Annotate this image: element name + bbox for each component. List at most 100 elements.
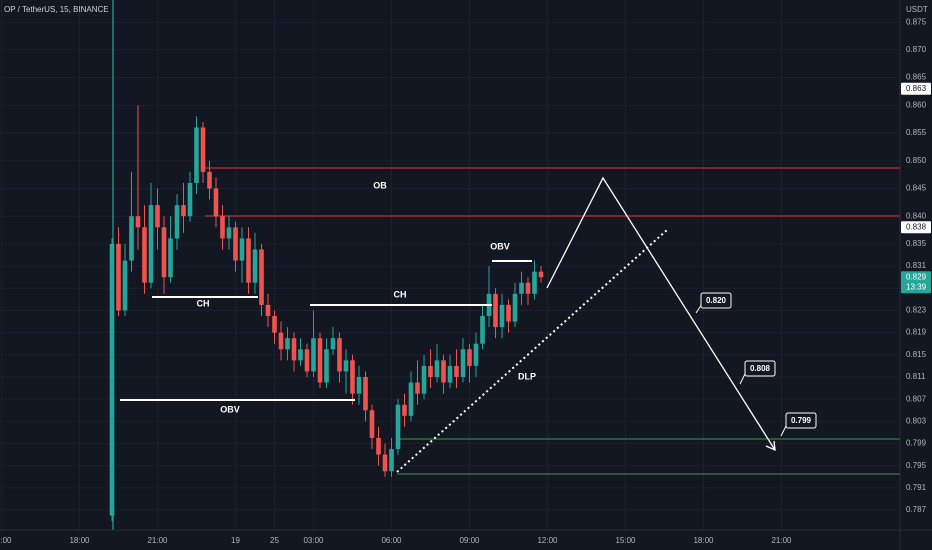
candle-body: [447, 365, 453, 383]
y-tick-label: 0.850: [906, 156, 927, 165]
y-tick-label: 0.787: [906, 505, 927, 514]
candle-body: [473, 343, 479, 366]
candle-body: [441, 360, 446, 383]
candle-body: [161, 227, 167, 278]
candle-body: [265, 304, 271, 317]
y-tick-label: 0.840: [906, 211, 927, 220]
x-tick-label: 18:00: [69, 536, 90, 545]
x-tick-label: 15:00: [615, 536, 636, 545]
candle-body: [350, 360, 355, 394]
x-tick-label: 06:00: [381, 536, 402, 545]
candle-body: [493, 293, 498, 328]
annotation: OBV: [220, 404, 240, 414]
x-tick-label: 12:00: [537, 536, 558, 545]
x-tick-label: 21:00: [771, 536, 792, 545]
y-tick-label: 0.807: [906, 394, 927, 403]
candle-body: [454, 365, 459, 377]
candle-body: [512, 293, 518, 322]
candle-body: [226, 227, 232, 239]
y-tick-label: 0.865: [906, 73, 927, 82]
candle-body: [252, 249, 258, 283]
candle-body: [460, 349, 466, 377]
price-marker: [901, 271, 931, 294]
candle-body: [467, 349, 472, 366]
price-marker-label: 0.829: [906, 272, 927, 281]
x-tick-label: 09:00: [459, 536, 480, 545]
candle-body: [213, 188, 219, 217]
candle-body: [200, 127, 206, 172]
candle-body: [148, 205, 154, 283]
candle-body: [402, 404, 407, 416]
candle-body: [538, 271, 544, 278]
y-tick-label: 0.870: [906, 45, 927, 54]
candle-body: [187, 182, 193, 217]
candle-body: [408, 382, 414, 416]
candle-body: [246, 238, 251, 283]
candle-body: [207, 171, 212, 189]
y-tick-label: 0.791: [906, 483, 927, 492]
x-tick-label: 15:00: [0, 536, 12, 545]
candle-body: [363, 376, 368, 411]
candle-body: [278, 332, 284, 350]
y-tick-label: 0.860: [906, 100, 927, 109]
candle-body: [129, 216, 134, 261]
target-box: [700, 292, 732, 309]
candle-body: [304, 349, 310, 372]
price-marker-label: 0.838: [906, 222, 927, 231]
candle-body: [174, 205, 180, 239]
target-label: 0.820: [706, 296, 727, 305]
target-label: 0.808: [750, 364, 771, 373]
y-tick-label: 0.845: [906, 184, 927, 193]
candle-body: [330, 338, 336, 350]
arrow-head: [765, 440, 776, 452]
countdown-label: 13:39: [906, 282, 927, 291]
candle-body: [421, 365, 427, 394]
y-tick-label: 0.875: [906, 17, 927, 26]
y-tick-label: 0.795: [906, 461, 927, 470]
candle-body: [434, 360, 440, 377]
candle-body: [298, 349, 303, 361]
annotation: OBV: [490, 241, 510, 251]
candle-body: [395, 404, 401, 450]
drawings: [120, 176, 776, 473]
x-tick-label: 18:00: [693, 536, 714, 545]
y-tick-label: 0.835: [906, 239, 927, 248]
chart-title: OP / TetherUS, 15, BINANCE: [4, 5, 109, 14]
annotation: CH: [197, 298, 210, 308]
candle-body: [311, 338, 316, 372]
candle-body: [525, 282, 531, 294]
candle-body: [291, 338, 297, 361]
candle-body: [155, 205, 160, 228]
candle-body: [376, 437, 381, 455]
target-box: [785, 412, 817, 429]
y-tick-label: 0.799: [906, 439, 927, 448]
price-marker: [901, 82, 931, 95]
y-tick-label: 0.803: [906, 416, 927, 425]
candle-body: [168, 238, 173, 278]
candle-body: [233, 227, 238, 261]
candle-body: [272, 316, 277, 333]
candle-body: [389, 449, 394, 472]
candle-body: [194, 127, 199, 183]
labels: OB CH CH OBV OBV DLP 0.820 0.808 0.799: [197, 180, 817, 437]
candle-body: [369, 410, 375, 438]
candle-body: [506, 304, 511, 322]
unit-label: USDT: [906, 5, 928, 14]
candle-body: [519, 282, 524, 294]
candle-body: [317, 338, 323, 383]
price-marker: [901, 221, 931, 234]
projection-path: [546, 176, 776, 451]
annotation: DLP: [518, 371, 536, 381]
candles: [109, 105, 544, 522]
price-marker-label: 0.863: [906, 84, 927, 93]
candle-body: [285, 338, 290, 350]
candle-body: [220, 216, 225, 239]
candle-body: [480, 316, 485, 344]
candle-body: [324, 349, 329, 383]
annotation: OB: [373, 180, 387, 190]
y-tick-label: 0.855: [906, 128, 927, 137]
y-tick-label: 0.815: [906, 350, 927, 359]
candle-body: [239, 238, 245, 261]
